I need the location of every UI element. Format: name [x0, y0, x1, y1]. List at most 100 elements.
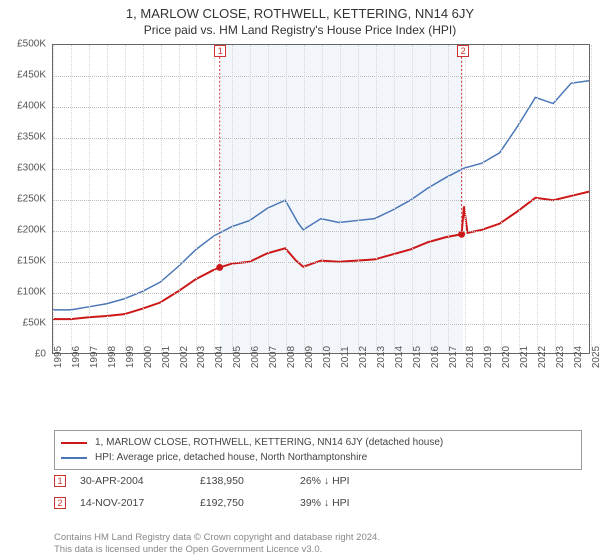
x-tick-label: 2009 — [304, 346, 315, 368]
gridline-x — [53, 45, 54, 353]
footer-line2: This data is licensed under the Open Gov… — [54, 544, 582, 556]
gridline-x — [304, 45, 305, 353]
gridline-x — [412, 45, 413, 353]
gridline-x — [196, 45, 197, 353]
x-tick-label: 2020 — [501, 346, 512, 368]
y-tick-label: £500K — [0, 39, 46, 50]
event-date: 30-APR-2004 — [80, 475, 200, 487]
y-tick-label: £250K — [0, 194, 46, 205]
x-tick-label: 2024 — [573, 346, 584, 368]
event-price: £138,950 — [200, 475, 300, 487]
marker-index-box: 1 — [214, 45, 226, 57]
y-tick-label: £100K — [0, 287, 46, 298]
gridline-x — [591, 45, 592, 353]
chart: 1995 1996 1997 1998 1999 2000 2001 2002 2003 2004… — [0, 44, 600, 384]
event-hpi: 39% ↓ HPI — [300, 497, 420, 509]
gridline-x — [376, 45, 377, 353]
gridline-x — [537, 45, 538, 353]
gridline-x — [483, 45, 484, 353]
gridline-y — [53, 138, 589, 139]
event-price: £192,750 — [200, 497, 300, 509]
x-tick-label: 2008 — [286, 346, 297, 368]
legend-row: HPI: Average price, detached house, Nort… — [61, 450, 575, 465]
x-tick-label: 2015 — [412, 346, 423, 368]
x-tick-label: 2005 — [232, 346, 243, 368]
gridline-x — [465, 45, 466, 353]
gridline-x — [179, 45, 180, 353]
legend-swatch — [61, 442, 87, 444]
gridline-x — [430, 45, 431, 353]
gridline-x — [232, 45, 233, 353]
x-tick-label: 1995 — [53, 346, 64, 368]
gridline-y — [53, 200, 589, 201]
gridline-x — [250, 45, 251, 353]
footer-line1: Contains HM Land Registry data © Crown c… — [54, 532, 582, 544]
gridline-y — [53, 324, 589, 325]
x-tick-label: 2014 — [394, 346, 405, 368]
y-tick-label: £300K — [0, 163, 46, 174]
x-tick-label: 2001 — [161, 346, 172, 368]
x-tick-label: 2004 — [214, 346, 225, 368]
x-tick-label: 2013 — [376, 346, 387, 368]
gridline-x — [89, 45, 90, 353]
x-tick-label: 1999 — [125, 346, 136, 368]
gridline-x — [358, 45, 359, 353]
gridline-x — [286, 45, 287, 353]
x-tick-label: 1998 — [107, 346, 118, 368]
x-tick-label: 2016 — [430, 346, 441, 368]
x-tick-label: 2022 — [537, 346, 548, 368]
y-tick-label: £350K — [0, 132, 46, 143]
marker-dot — [216, 264, 223, 271]
title-line2: Price paid vs. HM Land Registry's House … — [0, 23, 600, 37]
gridline-y — [53, 76, 589, 77]
marker-index-box: 2 — [457, 45, 469, 57]
x-tick-label: 2017 — [448, 346, 459, 368]
x-tick-label: 2011 — [340, 346, 351, 368]
event-index-box: 1 — [54, 475, 66, 487]
gridline-y — [53, 231, 589, 232]
footer-attribution: Contains HM Land Registry data © Crown c… — [54, 532, 582, 556]
gridline-y — [53, 107, 589, 108]
gridline-x — [555, 45, 556, 353]
x-tick-label: 1996 — [71, 346, 82, 368]
chart-lines-svg — [53, 45, 589, 353]
gridline-x — [161, 45, 162, 353]
event-hpi: 26% ↓ HPI — [300, 475, 420, 487]
x-tick-label: 2002 — [179, 346, 190, 368]
legend-label: 1, MARLOW CLOSE, ROTHWELL, KETTERING, NN… — [95, 437, 443, 448]
gridline-x — [125, 45, 126, 353]
x-tick-label: 2007 — [268, 346, 279, 368]
event-row: 2 14-NOV-2017£192,75039% ↓ HPI — [54, 492, 582, 514]
legend-label: HPI: Average price, detached house, Nort… — [95, 452, 367, 463]
gridline-x — [573, 45, 574, 353]
x-tick-label: 2025 — [591, 346, 600, 368]
event-date: 14-NOV-2017 — [80, 497, 200, 509]
legend-row: 1, MARLOW CLOSE, ROTHWELL, KETTERING, NN… — [61, 435, 575, 450]
gridline-x — [448, 45, 449, 353]
gridline-x — [501, 45, 502, 353]
x-tick-label: 2019 — [483, 346, 494, 368]
x-tick-label: 2003 — [196, 346, 207, 368]
gridline-y — [53, 169, 589, 170]
gridline-x — [322, 45, 323, 353]
gridline-x — [268, 45, 269, 353]
event-row: 1 30-APR-2004£138,95026% ↓ HPI — [54, 470, 582, 492]
gridline-x — [519, 45, 520, 353]
x-tick-label: 2006 — [250, 346, 261, 368]
x-tick-label: 2000 — [143, 346, 154, 368]
chart-title-block: 1, MARLOW CLOSE, ROTHWELL, KETTERING, NN… — [0, 0, 600, 37]
gridline-y — [53, 262, 589, 263]
legend-swatch — [61, 457, 87, 459]
x-tick-label: 1997 — [89, 346, 100, 368]
gridline-x — [71, 45, 72, 353]
series-hpi — [53, 81, 589, 310]
legend: 1, MARLOW CLOSE, ROTHWELL, KETTERING, NN… — [54, 430, 582, 470]
gridline-y — [53, 293, 589, 294]
gridline-x — [143, 45, 144, 353]
y-tick-label: £200K — [0, 225, 46, 236]
plot-area: 1995199619971998199920002001200220032004… — [52, 44, 590, 354]
y-tick-label: £0 — [0, 349, 46, 360]
event-index-box: 2 — [54, 497, 66, 509]
gridline-x — [214, 45, 215, 353]
x-tick-label: 2012 — [358, 346, 369, 368]
